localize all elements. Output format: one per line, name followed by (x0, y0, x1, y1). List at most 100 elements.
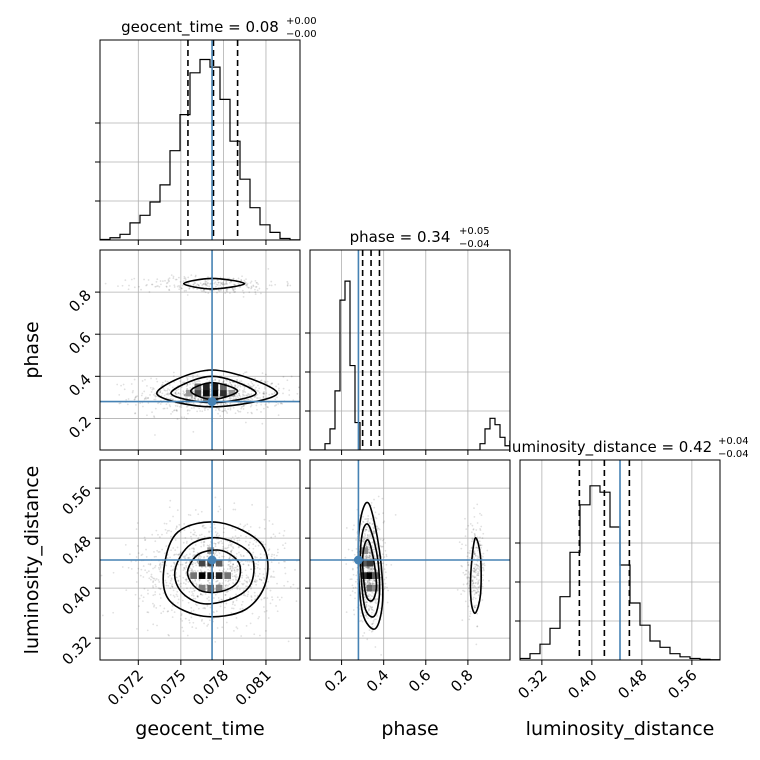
pair-geocent_time-phase-sample (259, 397, 261, 399)
pair-geocent_time-phase-sample (194, 397, 197, 400)
pair-geocent_time-luminosity_distance-sample (267, 549, 270, 552)
pair-geocent_time-phase-sample (286, 280, 289, 283)
pair-geocent_time-luminosity_distance-sample (164, 579, 167, 582)
pair-geocent_time-phase-sample (186, 405, 188, 408)
pair-geocent_time-phase-sample (198, 380, 201, 383)
pair-geocent_time-phase-sample (214, 379, 217, 381)
pair-geocent_time-luminosity_distance-sample (112, 611, 115, 614)
pair-geocent_time-luminosity_distance-sample (200, 555, 202, 558)
pair-phase-luminosity_distance-sample (466, 582, 469, 585)
pair-geocent_time-phase-sample (204, 283, 207, 285)
pair-geocent_time-luminosity_distance-sample (172, 569, 174, 572)
pair-phase-luminosity_distance-sample (354, 591, 357, 594)
pair-phase-luminosity_distance-sample (366, 526, 369, 529)
pair-geocent_time-luminosity_distance-sample (182, 576, 185, 579)
pair-phase-luminosity_distance-sample (368, 534, 371, 536)
pair-geocent_time-luminosity_distance-sample (204, 566, 207, 568)
pair-phase-luminosity_distance-sample (368, 551, 371, 554)
pair-geocent_time-luminosity_distance-sample (174, 549, 177, 552)
pair-phase-luminosity_distance-sample (364, 555, 367, 558)
pair-geocent_time-phase-sample (287, 282, 289, 285)
xlabel-geocent-time: geocent_time (135, 718, 264, 740)
pair-geocent_time-luminosity_distance-sample (246, 581, 249, 584)
pair-geocent_time-luminosity_distance-sample (232, 578, 235, 581)
pair-phase-luminosity_distance-sample (363, 596, 366, 599)
pair-geocent_time-luminosity_distance-sample (215, 580, 218, 583)
pair-geocent_time-luminosity_distance-sample (244, 540, 247, 543)
pair-phase-luminosity_distance-sample (364, 530, 367, 533)
pair-geocent_time-luminosity_distance-sample (271, 553, 273, 556)
pair-geocent_time-luminosity_distance-sample (258, 615, 261, 618)
pair-phase-luminosity_distance-sample (370, 567, 373, 570)
pair-geocent_time-luminosity_distance-sample (263, 527, 266, 530)
pair-geocent_time-luminosity_distance-sample (214, 531, 217, 533)
pair-geocent_time-luminosity_distance-sample (192, 561, 194, 564)
pair-geocent_time-luminosity_distance-sample (196, 552, 199, 554)
pair-geocent_time-phase-sample (168, 392, 171, 395)
pair-geocent_time-luminosity_distance-sample (194, 531, 196, 534)
pair-geocent_time-phase-sample (136, 395, 139, 398)
pair-geocent_time-phase-sample (180, 287, 183, 290)
pair-phase-luminosity_distance-sample (476, 503, 479, 506)
pair-geocent_time-phase-sample (180, 287, 183, 290)
pair-phase-luminosity_distance-sample (366, 534, 369, 536)
pair-phase-luminosity_distance-density-cell-3 (361, 559, 369, 567)
pair-geocent_time-luminosity_distance-sample (241, 576, 244, 579)
pair-geocent_time-phase-sample (197, 398, 199, 401)
pair-phase-luminosity_distance-sample (366, 545, 368, 548)
pair-geocent_time-luminosity_distance-sample (208, 619, 211, 622)
pair-phase-luminosity_distance-sample (477, 564, 479, 567)
pair-phase-luminosity_distance-sample (351, 549, 354, 552)
pair-geocent_time-phase-sample (199, 410, 201, 412)
pair-geocent_time-luminosity_distance-sample (180, 613, 183, 615)
pair-geocent_time-phase-sample (257, 283, 260, 286)
pair-phase-luminosity_distance-sample (371, 606, 374, 609)
pair-geocent_time-luminosity_distance-sample (158, 581, 161, 583)
pair-geocent_time-phase-sample (174, 392, 177, 395)
pair-geocent_time-luminosity_distance-sample (266, 597, 269, 600)
pair-geocent_time-luminosity_distance-sample (242, 582, 245, 585)
pair-phase-luminosity_distance-sample (373, 582, 376, 585)
pair-geocent_time-luminosity_distance-sample (251, 503, 254, 506)
pair-geocent_time-luminosity_distance-sample (249, 622, 252, 625)
pair-geocent_time-luminosity_distance-sample (231, 527, 234, 530)
pair-phase-luminosity_distance-sample (467, 605, 470, 608)
pair-geocent_time-phase-sample (213, 282, 216, 285)
pair-geocent_time-luminosity_distance-sample (286, 580, 289, 583)
pair-phase-luminosity_distance-sample (366, 566, 369, 569)
pair-geocent_time-phase-sample (170, 397, 172, 400)
pair-geocent_time-luminosity_distance-frame (99, 459, 301, 661)
pair-geocent_time-phase-sample (249, 405, 252, 408)
pair-geocent_time-phase-sample (232, 277, 235, 280)
pair-phase-luminosity_distance-sample (365, 526, 368, 528)
pair-phase-luminosity_distance-sample (367, 556, 370, 559)
pair-geocent_time-phase-sample (192, 284, 195, 286)
pair-geocent_time-luminosity_distance-sample (192, 554, 195, 557)
pair-geocent_time-luminosity_distance-sample (153, 577, 156, 580)
pair-phase-luminosity_distance-sample (363, 632, 366, 634)
pair-phase-luminosity_distance-sample (365, 555, 368, 558)
pair-phase-luminosity_distance-sample (382, 538, 385, 541)
pair-geocent_time-luminosity_distance-sample (246, 580, 249, 583)
pair-phase-luminosity_distance-sample (475, 643, 478, 646)
pair-geocent_time-luminosity_distance-sample (192, 533, 195, 536)
pair-geocent_time-phase-sample (218, 290, 221, 293)
pair-geocent_time-luminosity_distance-sample (171, 586, 174, 588)
pair-geocent_time-phase-sample (247, 398, 249, 401)
pair-geocent_time-phase-sample (224, 409, 227, 412)
pair-geocent_time-phase-sample (189, 383, 191, 385)
pair-geocent_time-phase-sample (230, 384, 233, 386)
pair-phase-luminosity_distance-sample (364, 578, 366, 581)
pair-geocent_time-phase-sample (193, 380, 196, 383)
pair-geocent_time-phase-sample (250, 287, 252, 290)
pair-geocent_time-luminosity_distance-sample (245, 580, 248, 583)
pair-phase-luminosity_distance-sample (369, 605, 372, 608)
hist-luminosity_distance-xtick-label-2: 0.48 (614, 666, 650, 702)
pair-geocent_time-phase-sample (180, 404, 183, 406)
pair-phase-luminosity_distance-sample (381, 539, 384, 542)
pair-phase-luminosity_distance-sample (476, 557, 479, 560)
pair-geocent_time-phase-sample (209, 384, 212, 387)
pair-geocent_time-luminosity_distance-sample (172, 568, 174, 571)
pair-geocent_time-phase-sample (194, 396, 196, 399)
pair-geocent_time-luminosity_distance-sample (317, 571, 319, 573)
